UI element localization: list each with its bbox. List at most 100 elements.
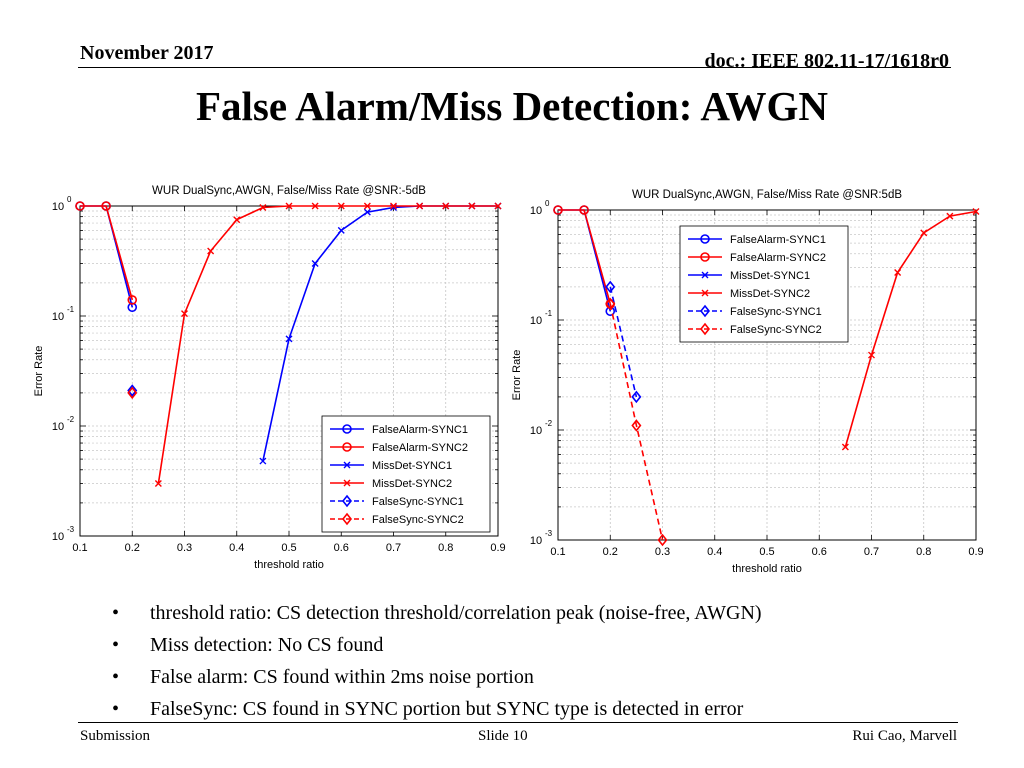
data-point-missdet-sync2 [285,202,293,210]
chart-title: WUR DualSync,AWGN, False/Miss Rate @SNR:… [152,185,426,197]
data-point-falsesync-sync2 [605,297,616,311]
legend-label-missdet-sync1: MissDet-SYNC1 [730,270,810,282]
legend-label-missdet-sync1: MissDet-SYNC1 [372,460,452,472]
chart-title: WUR DualSync,AWGN, False/Miss Rate @SNR:… [632,189,902,201]
y-tick-label: 10 [530,425,542,437]
data-point-missdet-sync2 [841,443,849,451]
data-point-missdet-sync2 [972,207,980,215]
series-missdet-sync2 [154,202,502,488]
data-point-missdet-sync1 [259,457,267,465]
x-tick-label: 0.8 [438,542,453,554]
legend-label-missdet-sync2: MissDet-SYNC2 [730,288,810,300]
legend: FalseAlarm-SYNC1 FalseAlarm-SYNC2 MissDet-… [679,225,849,343]
legend-label-falsesync-sync2: FalseSync-SYNC2 [372,514,464,526]
bullet-text: threshold ratio: CS detection threshold/… [150,602,762,624]
x-tick-label: 0.7 [864,546,879,558]
chart-snr-minus5db: 0.1 0.2 0.3 0.4 0.5 0.6 0.7 0.8 0.910010-110-210… [33,185,506,571]
legend-box [321,415,491,533]
bullet-item: • Miss detection: No CS found [112,629,762,661]
data-point-falsealarm-sync2 [127,295,138,305]
x-axis-label: threshold ratio [732,563,802,575]
header-doc-id: doc.: IEEE 802.11-17/1618r0 [704,50,949,72]
data-point-falsealarm-sync2 [101,201,111,211]
y-tick-exponent: 0 [545,199,550,208]
series-falsealarm-sync2 [75,201,138,305]
axes-box [557,209,977,541]
x-tick-label: 0.4 [707,546,722,558]
y-tick-label: 10 [530,205,542,217]
bullet-text: False alarm: CS found within 2ms noise p… [150,666,534,688]
x-tick-label: 0.2 [603,546,618,558]
data-point-falsealarm-sync2 [75,201,85,211]
y-tick-label: 10 [530,315,542,327]
y-tick-exponent: -1 [545,309,553,318]
x-axis-label: threshold ratio [254,559,324,571]
bullet-item: • False alarm: CS found within 2ms noise … [112,661,762,693]
legend-marker-missdet-sync1 [343,461,351,469]
series-falsesync-sync2 [127,386,138,400]
data-point-missdet-sync2 [894,269,902,277]
bullet-dot: • [112,634,120,656]
data-point-missdet-sync2 [442,202,450,210]
x-tick-label: 0.9 [490,542,505,554]
legend-label-falsealarm-sync2: FalseAlarm-SYNC2 [730,252,826,264]
y-tick-exponent: -2 [545,419,553,428]
series-line-falsealarm-sync2 [80,205,134,301]
x-tick-label: 0.7 [386,542,401,554]
legend-marker-falsesync-sync1 [341,494,353,508]
data-point-missdet-sync1 [363,208,371,216]
legend-marker-falsealarm-sync1 [700,234,710,244]
legend-marker-missdet-sync2 [701,289,709,297]
legend-marker-falsealarm-sync2 [700,252,710,262]
x-tick-label: 0.6 [812,546,827,558]
series-falsesync-sync2 [605,297,668,547]
data-point-missdet-sync2 [181,310,188,318]
data-point-falsesync-sync1 [631,390,642,404]
legend-marker-falsesync-sync2 [341,512,353,526]
data-point-missdet-sync2 [946,212,954,220]
data-point-missdet-sync2 [337,202,345,210]
y-tick-exponent: 0 [67,195,72,204]
data-point-missdet-sync1 [285,335,293,343]
legend-marker-falsealarm-sync1 [342,424,352,434]
chart-snr-5db: 0.1 0.2 0.3 0.4 0.5 0.6 0.7 0.8 0.910010-110-210… [511,189,984,575]
bullet-text: FalseSync: CS found in SYNC portion but … [150,698,744,720]
series-missdet-sync2 [841,207,980,451]
data-point-falsesync-sync2 [657,533,668,547]
legend-marker-missdet-sync1 [701,271,709,279]
header-rule [78,67,951,68]
data-point-missdet-sync2 [363,202,371,210]
legend-label-falsealarm-sync1: FalseAlarm-SYNC1 [730,234,826,246]
y-axis-label: Error Rate [33,346,45,397]
data-point-missdet-sync2 [311,202,319,210]
data-point-falsesync-sync2 [631,419,642,432]
y-axis-label: Error Rate [511,350,523,401]
x-tick-label: 0.9 [968,546,983,558]
data-point-falsealarm-sync2 [553,205,563,215]
data-point-missdet-sync2 [207,247,215,255]
data-point-falsesync-sync2 [127,386,138,400]
bullet-item: • threshold ratio: CS detection threshold… [112,597,762,629]
y-tick-label: 10 [530,535,542,547]
x-tick-label: 0.4 [229,542,244,554]
data-point-falsesync-sync1 [127,384,138,397]
legend-box [679,225,849,343]
slide-title: False Alarm/Miss Detection: AWGN [196,83,828,129]
bullet-dot: • [112,698,120,720]
y-tick-exponent: -1 [67,305,75,314]
series-line-falsesync-sync2 [609,303,664,541]
data-point-missdet-sync1 [337,226,345,234]
header-date: November 2017 [80,42,214,64]
legend-label-falsesync-sync1: FalseSync-SYNC1 [372,496,464,508]
footer-submission: Submission [80,728,151,744]
series-falsesync-sync1 [605,280,642,404]
y-tick-label: 10 [52,201,64,213]
legend-marker-missdet-sync2 [343,479,351,487]
series-falsesync-sync1 [127,384,138,397]
data-point-missdet-sync2 [868,351,875,359]
y-tick-label: 10 [52,531,64,543]
legend-label-falsealarm-sync1: FalseAlarm-SYNC1 [372,424,468,436]
footer-slide-number: Slide 10 [478,728,528,744]
series-line-falsealarm-sync2 [558,209,612,305]
data-point-missdet-sync1 [311,260,319,268]
